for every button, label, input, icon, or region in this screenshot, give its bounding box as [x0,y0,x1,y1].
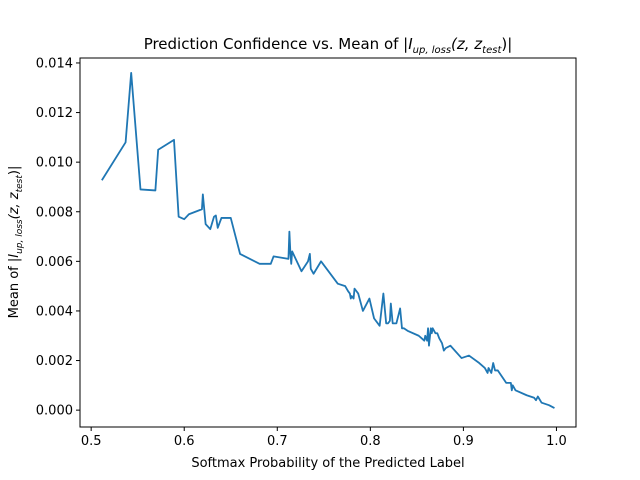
x-tick-label: 0.8 [360,434,381,449]
series-line [101,71,555,409]
ylabel-args-subscript: test [15,175,25,193]
x-tick-label: 1.0 [546,434,567,449]
title-args-open: (z, z [451,35,483,53]
x-axis-label: Softmax Probability of the Predicted Lab… [191,456,464,471]
ylabel-i-subscript: up, loss [15,219,25,254]
y-tick-label: 0.006 [36,255,73,270]
y-tick-label: 0.000 [36,404,73,419]
plot-area [101,71,555,409]
title-args-close: )| [501,35,512,53]
ylabel-prefix: Mean of | [7,258,22,319]
axes-frame [79,57,577,428]
y-tick-label: 0.014 [36,56,73,71]
title-i-subscript: up, loss [413,45,451,56]
ylabel-args-close: )| [7,166,22,175]
y-axis-label: Mean of |Iup, loss(z, ztest)| [7,166,25,319]
ylabel-i: I [7,254,22,258]
title-prefix: Prediction Confidence vs. Mean of | [144,35,409,53]
y-tick-label: 0.012 [36,106,73,121]
x-tick-label: 0.6 [174,434,195,449]
y-tick-label: 0.002 [36,354,73,369]
ylabel-args-open: (z, z [7,191,22,219]
x-tick-label: 0.5 [81,434,102,449]
y-tick-label: 0.008 [36,205,73,220]
x-tick-label: 0.9 [453,434,474,449]
y-axis-ticks: 0.000 0.002 0.004 0.006 0.008 0.010 0.012 0.014 [36,56,80,419]
chart-title: Prediction Confidence vs. Mean of |Iup, … [144,35,513,56]
title-args-subscript: test [482,45,502,56]
x-tick-label: 0.7 [267,434,288,449]
title-i: I [408,35,413,53]
x-axis-ticks: 0.5 0.6 0.7 0.8 0.9 1.0 [81,427,567,449]
y-tick-label: 0.004 [36,304,73,319]
y-tick-label: 0.010 [36,156,73,171]
